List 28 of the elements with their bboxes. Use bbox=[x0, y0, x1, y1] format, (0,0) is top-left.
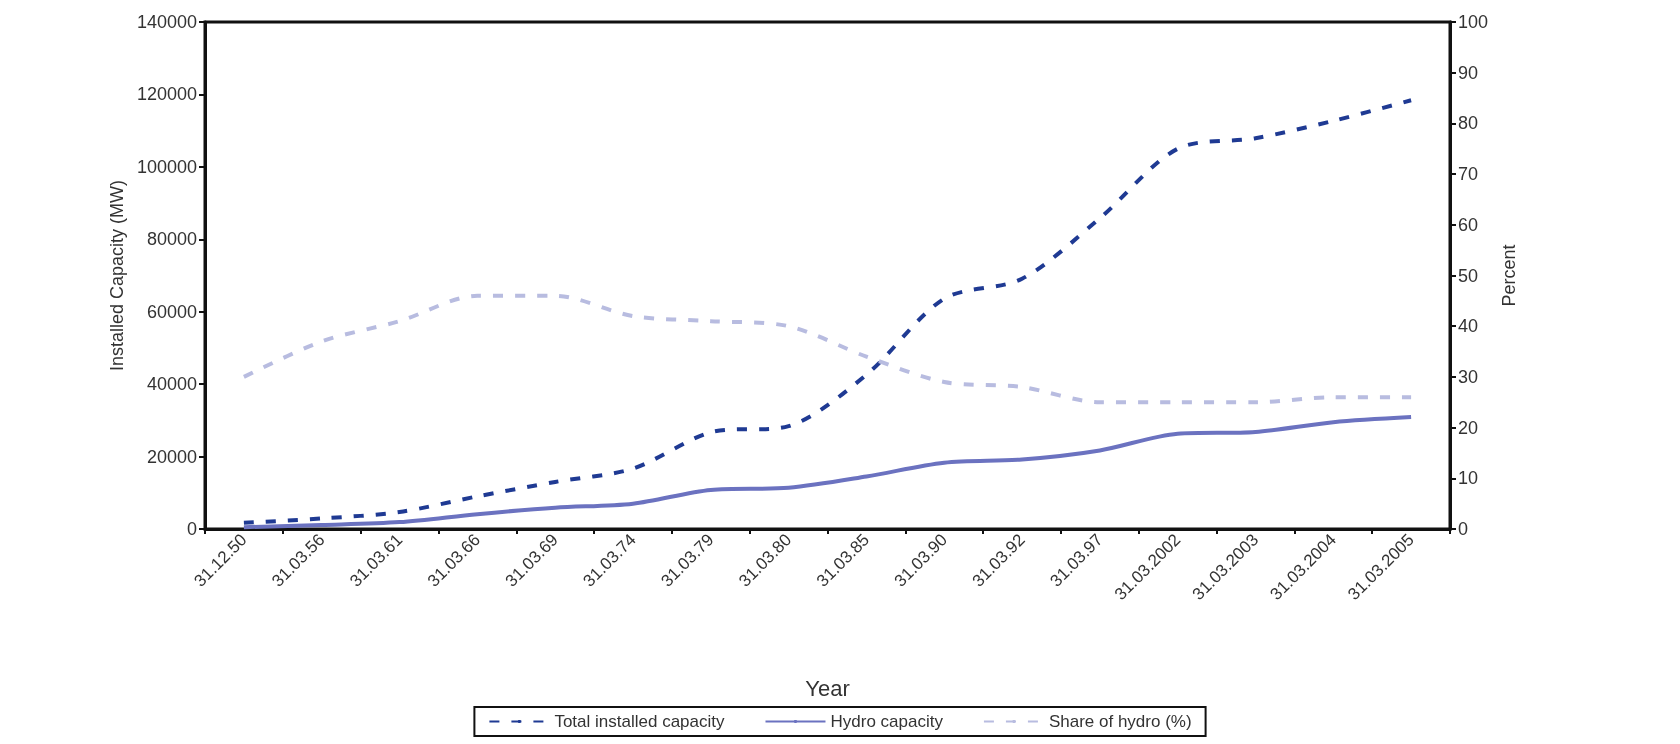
legend-label: Share of hydro (%) bbox=[1048, 712, 1192, 731]
line-series bbox=[241, 415, 1414, 530]
y-tick-label: 140000 bbox=[136, 12, 197, 32]
y-tick-label: 20000 bbox=[146, 446, 197, 467]
y-tick-label: 80000 bbox=[146, 229, 197, 250]
y2-tick-label: 100 bbox=[1458, 12, 1489, 32]
y2-tick-label: 50 bbox=[1458, 265, 1479, 286]
y2-tick-label: 70 bbox=[1458, 164, 1479, 185]
y-tick-label: 0 bbox=[186, 519, 197, 539]
y-tick-label: 120000 bbox=[136, 84, 197, 105]
y2-tick-label: 20 bbox=[1458, 417, 1479, 438]
y2-tick-label: 10 bbox=[1458, 468, 1479, 489]
y2-tick-label: 0 bbox=[1458, 519, 1469, 539]
y2-tick-label: 60 bbox=[1458, 214, 1479, 235]
x-axis-title: Year bbox=[805, 675, 850, 701]
y2-axis-title: Percent bbox=[1499, 244, 1519, 307]
y2-tick-label: 90 bbox=[1458, 62, 1479, 83]
y-tick-label: 100000 bbox=[136, 156, 197, 177]
y-tick-label: 40000 bbox=[146, 374, 197, 395]
y2-tick-label: 80 bbox=[1458, 113, 1479, 134]
line-series bbox=[241, 293, 1414, 405]
y2-tick-label: 40 bbox=[1458, 316, 1479, 337]
legend-label: Hydro capacity bbox=[830, 712, 944, 731]
y-tick-label: 60000 bbox=[146, 301, 197, 322]
legend-label: Total installed capacity bbox=[554, 712, 725, 731]
line-series bbox=[241, 98, 1414, 525]
y2-tick-label: 30 bbox=[1458, 366, 1479, 387]
y-axis-title: Installed Capacity (MW) bbox=[107, 179, 128, 372]
